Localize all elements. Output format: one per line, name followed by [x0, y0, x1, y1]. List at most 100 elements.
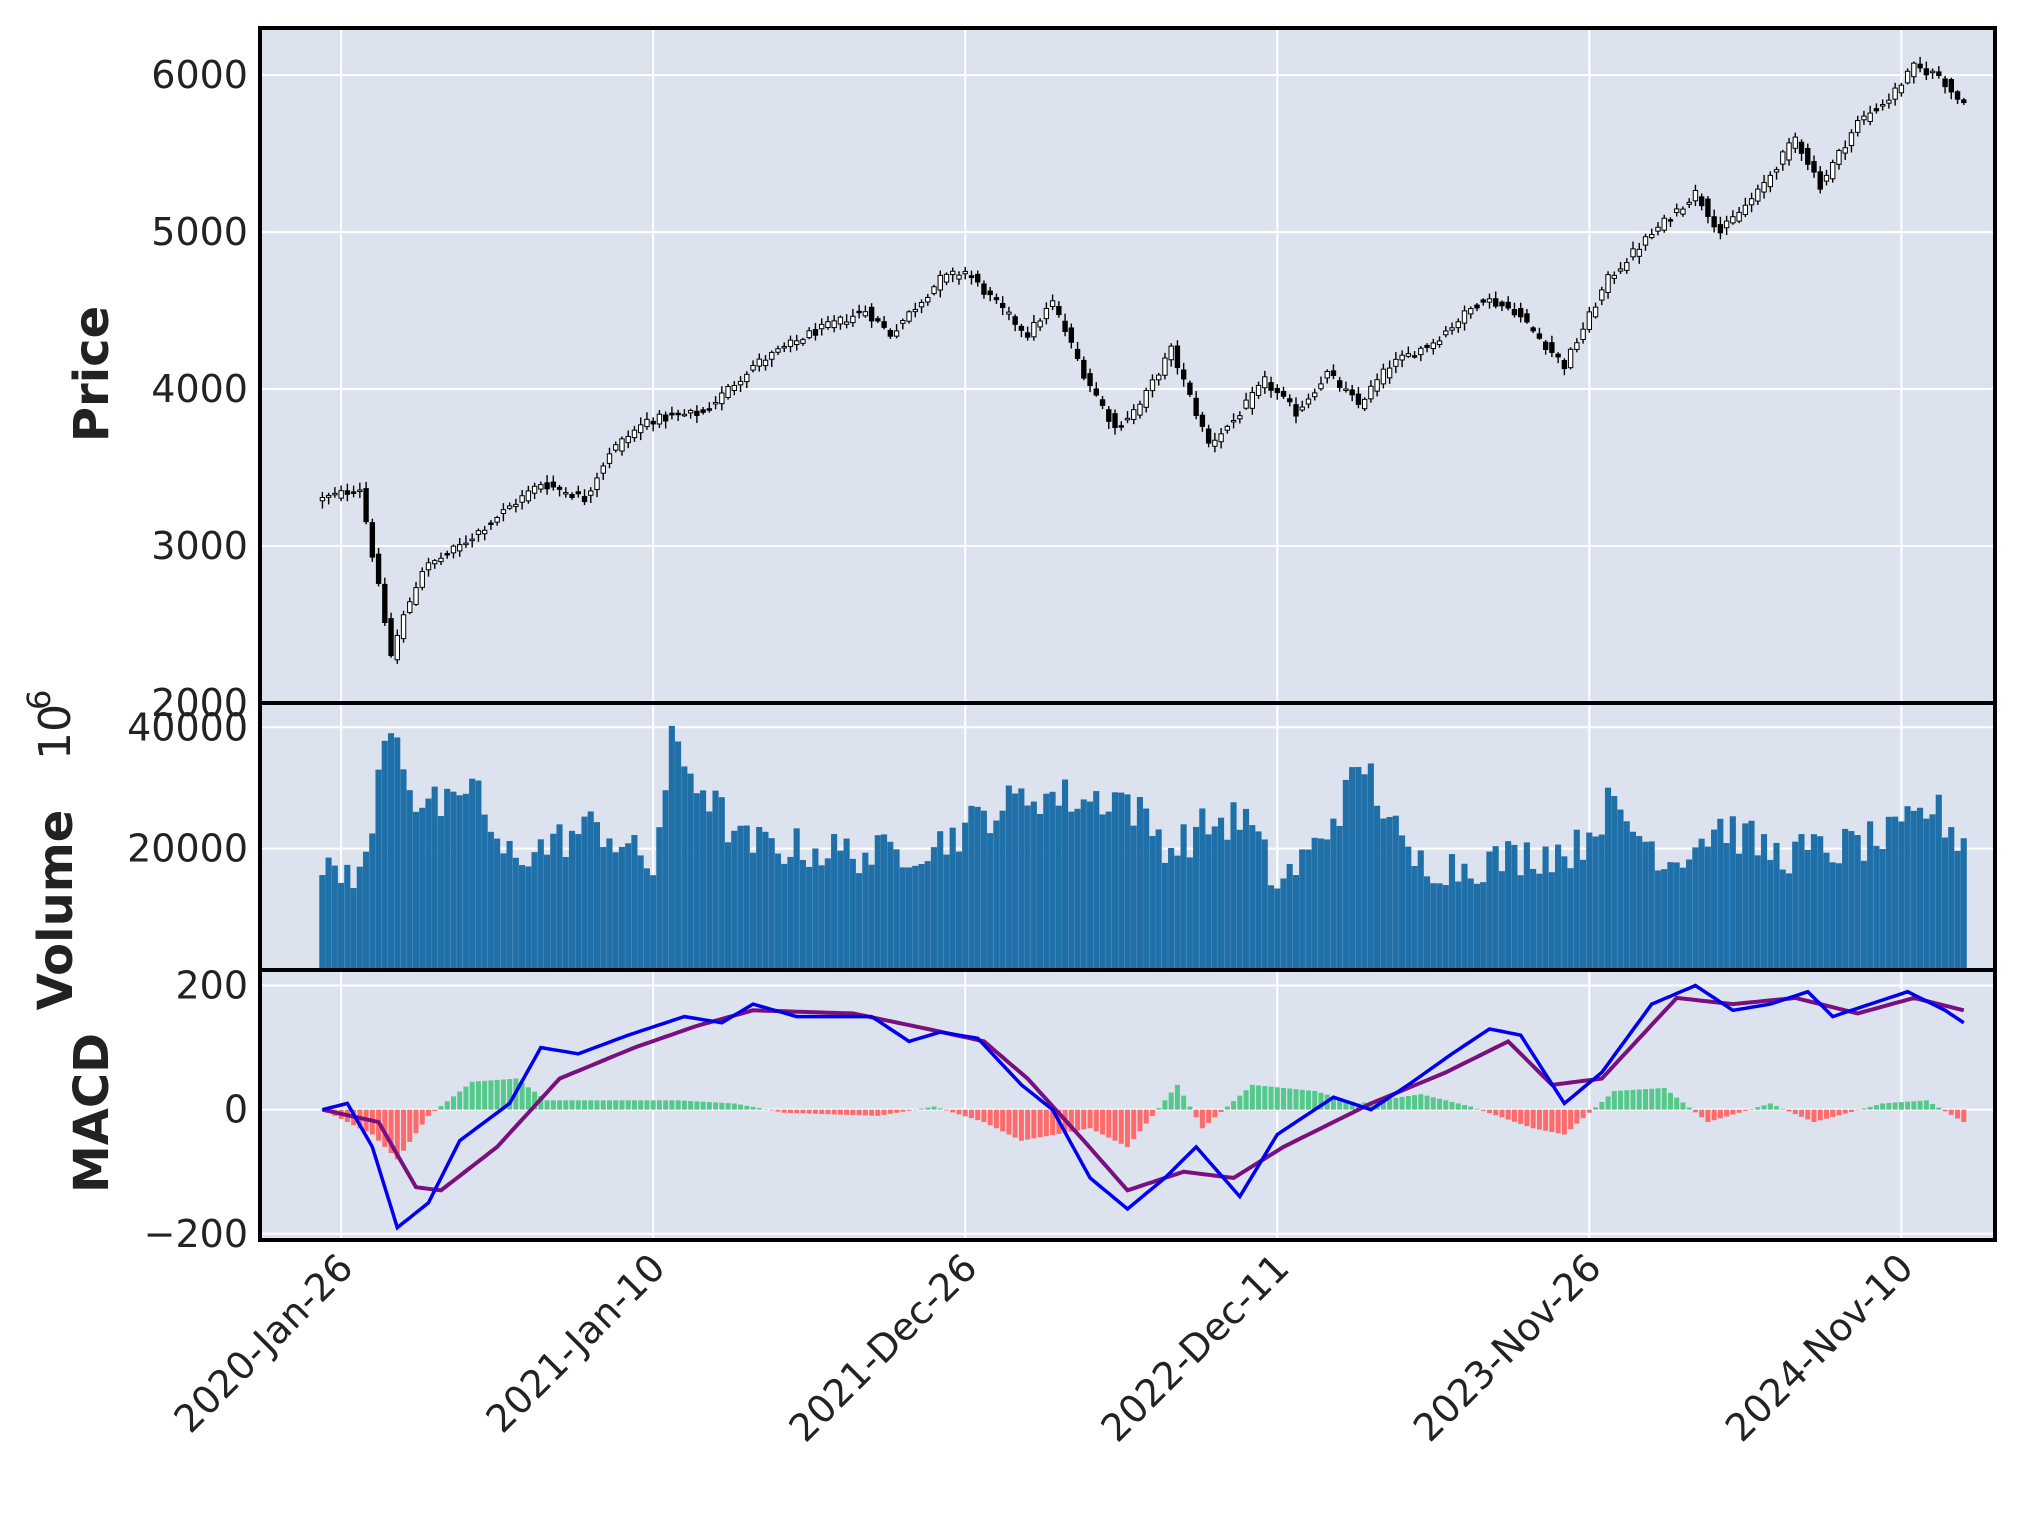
price-candle: [1649, 228, 1655, 240]
macd-histogram-bar: [450, 1096, 456, 1110]
macd-histogram-bar: [1755, 1107, 1761, 1110]
price-candle-body: [1268, 382, 1274, 391]
price-candle: [1037, 318, 1043, 331]
volume-bar: [1586, 832, 1593, 970]
price-candle: [613, 441, 619, 453]
price-candle-body: [1037, 320, 1043, 328]
volume-bar: [718, 797, 725, 970]
price-candle: [638, 417, 644, 441]
price-candle: [538, 481, 544, 493]
price-candle-body: [1530, 327, 1536, 332]
price-candle: [1024, 326, 1031, 341]
volume-bar: [618, 846, 625, 970]
macd-histogram-bar: [607, 1100, 612, 1110]
price-candle-body: [1024, 332, 1031, 338]
price-candle: [350, 485, 357, 498]
price-candle-body: [1798, 141, 1805, 154]
volume-bar: [1829, 862, 1836, 970]
price-candle-body: [1162, 357, 1168, 376]
volume-bar: [1168, 847, 1175, 970]
macd-histogram-bar: [594, 1100, 600, 1110]
volume-bar: [637, 855, 644, 970]
macd-ytick-label: 0: [224, 1088, 248, 1132]
price-candle: [1723, 215, 1730, 236]
macd-histogram-bar: [675, 1100, 681, 1110]
price-candle: [319, 491, 326, 509]
macd-histogram-bar: [1299, 1089, 1305, 1110]
macd-histogram-bar: [419, 1109, 425, 1125]
price-candle-body: [1293, 404, 1299, 417]
price-candle-body: [594, 477, 600, 491]
macd-histogram-bar: [1730, 1109, 1736, 1115]
price-candle: [600, 462, 606, 480]
price-candle-body: [413, 587, 419, 605]
price-candle-body: [962, 270, 968, 275]
price-candle: [1617, 262, 1624, 274]
price-candle: [1330, 364, 1337, 380]
price-candle: [500, 503, 507, 522]
price-candle-body: [744, 373, 750, 383]
price-candle-body: [968, 275, 975, 279]
volume-bar: [1885, 816, 1892, 970]
macd-histogram-bar: [1805, 1109, 1811, 1120]
price-candle-body: [706, 408, 713, 411]
price-candle-body: [1954, 91, 1961, 100]
price-candle-body: [656, 413, 663, 425]
volume-bar: [481, 814, 488, 970]
volume-bar: [749, 852, 757, 970]
price-candle-body: [631, 429, 638, 439]
macd-histogram-bar: [1399, 1096, 1405, 1110]
volume-bar: [1261, 839, 1268, 970]
volume-bar: [1286, 863, 1293, 970]
macd-histogram-bar: [993, 1109, 999, 1129]
volume-bar: [369, 833, 376, 970]
volume-bar: [1817, 836, 1824, 970]
price-candle-body: [1330, 370, 1337, 377]
price-candle: [1886, 93, 1892, 109]
volume-bar: [1773, 842, 1780, 970]
macd-histogram-bar: [1823, 1109, 1829, 1119]
price-candle: [675, 409, 681, 421]
price-candle: [344, 483, 351, 502]
price-candle: [1043, 302, 1050, 325]
macd-histogram-bar: [482, 1080, 488, 1110]
price-candle-body: [1723, 220, 1730, 229]
price-candle: [569, 492, 575, 500]
price-candle-body: [831, 320, 837, 329]
price-candle: [644, 412, 650, 430]
macd-histogram-bar: [1231, 1101, 1237, 1110]
volume-bar: [1230, 802, 1237, 970]
macd-histogram-bar: [613, 1100, 619, 1110]
price-candle-body: [1180, 369, 1187, 380]
volume-bar: [731, 830, 738, 970]
price-candle: [981, 280, 987, 299]
price-candle-body: [457, 544, 463, 552]
price-candle-body: [1705, 198, 1711, 217]
price-candle-body: [1324, 371, 1330, 379]
volume-bar: [1948, 827, 1955, 970]
price-candle: [1230, 413, 1237, 429]
price-candle: [1823, 169, 1830, 186]
macd-histogram-bar: [588, 1100, 594, 1110]
volume-bar: [1823, 852, 1830, 970]
volume-bar: [606, 838, 613, 970]
volume-bar: [837, 850, 844, 970]
price-candle-body: [1886, 99, 1892, 104]
volume-bar: [1679, 867, 1686, 970]
price-candle: [1162, 352, 1168, 380]
volume-bar: [937, 831, 944, 970]
price-candle: [1580, 322, 1586, 344]
macd-histogram-bar: [1892, 1102, 1898, 1110]
macd-line: [321, 983, 1965, 1231]
volume-bar: [887, 841, 894, 970]
volume-bar: [500, 853, 507, 970]
volume-bar: [1929, 814, 1936, 970]
price-candle: [382, 577, 388, 627]
price-candle: [475, 528, 482, 542]
price-candle: [419, 567, 425, 591]
volume-bar: [1941, 837, 1949, 970]
macd-histogram-bar: [1661, 1087, 1667, 1110]
macd-histogram-bar: [1873, 1105, 1879, 1110]
volume-bar: [362, 851, 370, 970]
macd-axis-title: MACD: [64, 1033, 120, 1193]
